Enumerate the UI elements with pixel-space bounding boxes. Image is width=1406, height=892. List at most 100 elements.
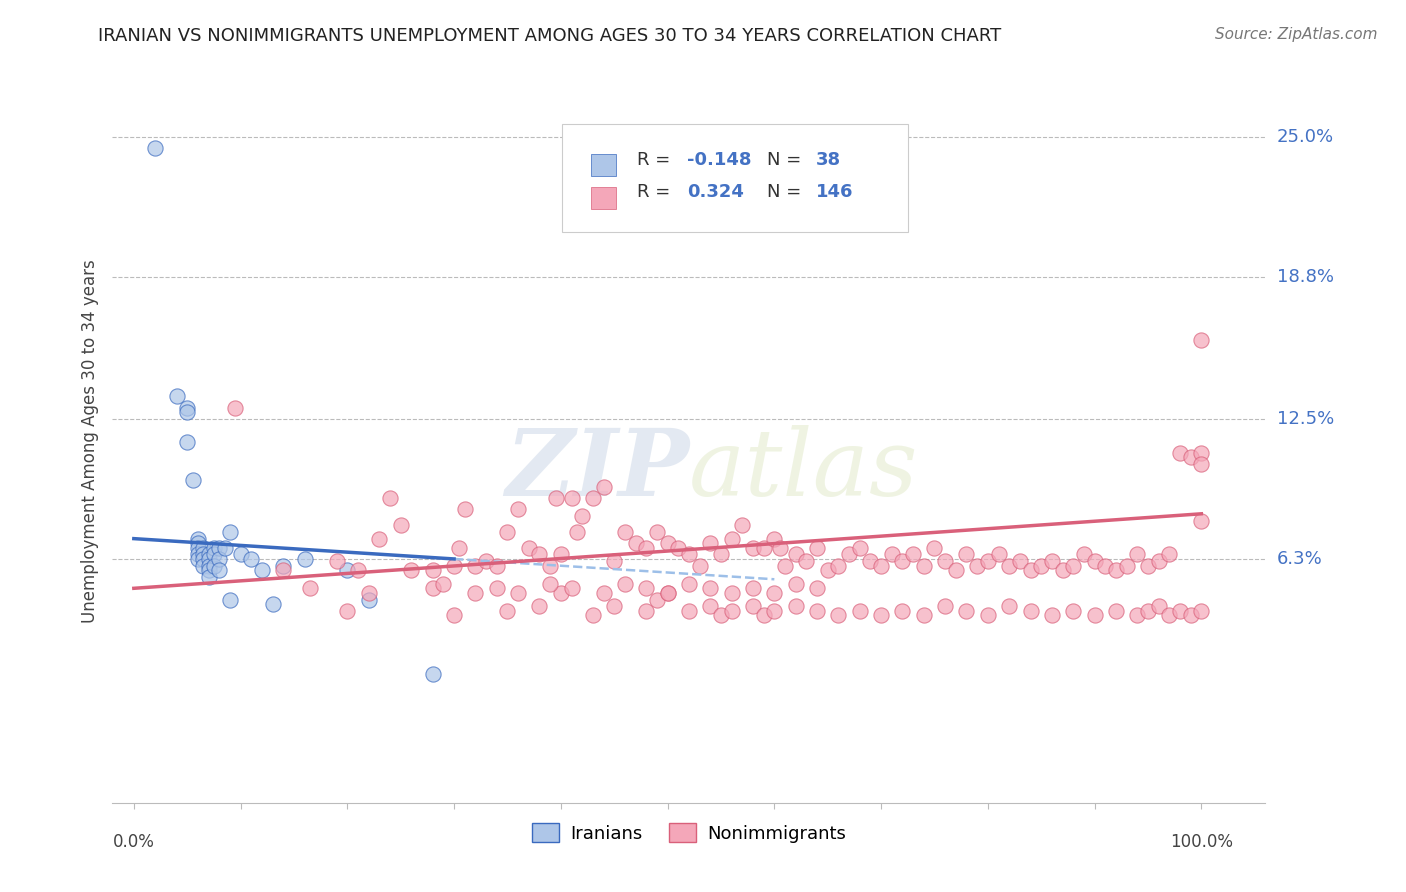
Point bbox=[1189, 514, 1212, 528]
Point bbox=[517, 541, 540, 555]
Point bbox=[1008, 554, 1031, 568]
Point bbox=[208, 563, 231, 577]
Point bbox=[422, 563, 444, 577]
Point bbox=[1168, 604, 1191, 618]
Point bbox=[657, 536, 679, 550]
Point bbox=[1147, 554, 1170, 568]
Point bbox=[699, 536, 721, 550]
Point bbox=[1168, 446, 1191, 460]
Point bbox=[1180, 608, 1202, 623]
Point bbox=[560, 491, 582, 505]
Point bbox=[827, 608, 849, 623]
Point bbox=[368, 532, 391, 546]
Point bbox=[977, 608, 1000, 623]
Point bbox=[848, 541, 870, 555]
Point bbox=[262, 597, 284, 611]
Point bbox=[752, 541, 775, 555]
Point bbox=[197, 570, 219, 584]
Point bbox=[143, 141, 166, 155]
Point bbox=[1147, 599, 1170, 614]
Point bbox=[571, 509, 593, 524]
Point bbox=[443, 558, 465, 573]
Point bbox=[197, 558, 219, 573]
Point bbox=[464, 586, 486, 600]
Point bbox=[187, 552, 209, 566]
Point bbox=[1189, 333, 1212, 347]
Point bbox=[187, 548, 209, 562]
Point bbox=[538, 576, 561, 591]
Point bbox=[699, 582, 721, 596]
Text: atlas: atlas bbox=[689, 425, 918, 516]
Point bbox=[806, 541, 828, 555]
Point bbox=[202, 548, 225, 562]
Point bbox=[336, 563, 359, 577]
Point bbox=[678, 576, 700, 591]
Point bbox=[193, 552, 215, 566]
Point bbox=[197, 552, 219, 566]
Point bbox=[891, 554, 914, 568]
Point bbox=[838, 548, 860, 562]
Point bbox=[240, 552, 263, 566]
Point bbox=[538, 558, 561, 573]
FancyBboxPatch shape bbox=[562, 124, 908, 232]
Point bbox=[298, 582, 321, 596]
Point bbox=[208, 541, 231, 555]
Point bbox=[1084, 608, 1107, 623]
Point bbox=[1136, 604, 1159, 618]
Text: 38: 38 bbox=[815, 151, 841, 169]
Text: N =: N = bbox=[768, 151, 807, 169]
Point bbox=[582, 491, 605, 505]
Point bbox=[645, 524, 668, 539]
Point bbox=[1019, 563, 1042, 577]
Point bbox=[603, 554, 626, 568]
Point bbox=[1040, 554, 1063, 568]
Point bbox=[773, 558, 796, 573]
Point bbox=[678, 548, 700, 562]
Point bbox=[193, 558, 215, 573]
Point bbox=[176, 401, 198, 415]
Point bbox=[508, 502, 530, 516]
Point bbox=[357, 592, 380, 607]
Point bbox=[603, 599, 626, 614]
Point bbox=[636, 604, 658, 618]
Text: 25.0%: 25.0% bbox=[1277, 128, 1334, 145]
Text: 0.324: 0.324 bbox=[686, 183, 744, 202]
Point bbox=[689, 558, 711, 573]
Point bbox=[432, 576, 454, 591]
Point bbox=[912, 608, 935, 623]
Point bbox=[763, 532, 786, 546]
Point bbox=[1094, 558, 1116, 573]
Point bbox=[449, 541, 471, 555]
Point bbox=[496, 524, 519, 539]
Point bbox=[870, 558, 893, 573]
FancyBboxPatch shape bbox=[591, 186, 616, 209]
Text: N =: N = bbox=[768, 183, 807, 202]
Point bbox=[378, 491, 401, 505]
Point bbox=[742, 541, 765, 555]
Point bbox=[347, 563, 370, 577]
Point bbox=[880, 548, 903, 562]
Point bbox=[806, 604, 828, 618]
Point bbox=[720, 586, 742, 600]
Point bbox=[202, 541, 225, 555]
Point bbox=[998, 599, 1021, 614]
Point bbox=[987, 548, 1010, 562]
Point bbox=[827, 558, 849, 573]
Point bbox=[422, 667, 444, 681]
Point bbox=[859, 554, 882, 568]
Point bbox=[934, 599, 956, 614]
Point bbox=[720, 604, 742, 618]
Point bbox=[870, 608, 893, 623]
Text: R =: R = bbox=[637, 183, 676, 202]
Point bbox=[731, 518, 754, 533]
Point bbox=[187, 532, 209, 546]
Point bbox=[657, 586, 679, 600]
Point bbox=[955, 604, 977, 618]
Point bbox=[181, 473, 204, 487]
Point bbox=[666, 541, 689, 555]
Point bbox=[193, 548, 215, 562]
Point bbox=[202, 558, 225, 573]
Point bbox=[891, 604, 914, 618]
Point bbox=[1062, 604, 1084, 618]
Point bbox=[1136, 558, 1159, 573]
